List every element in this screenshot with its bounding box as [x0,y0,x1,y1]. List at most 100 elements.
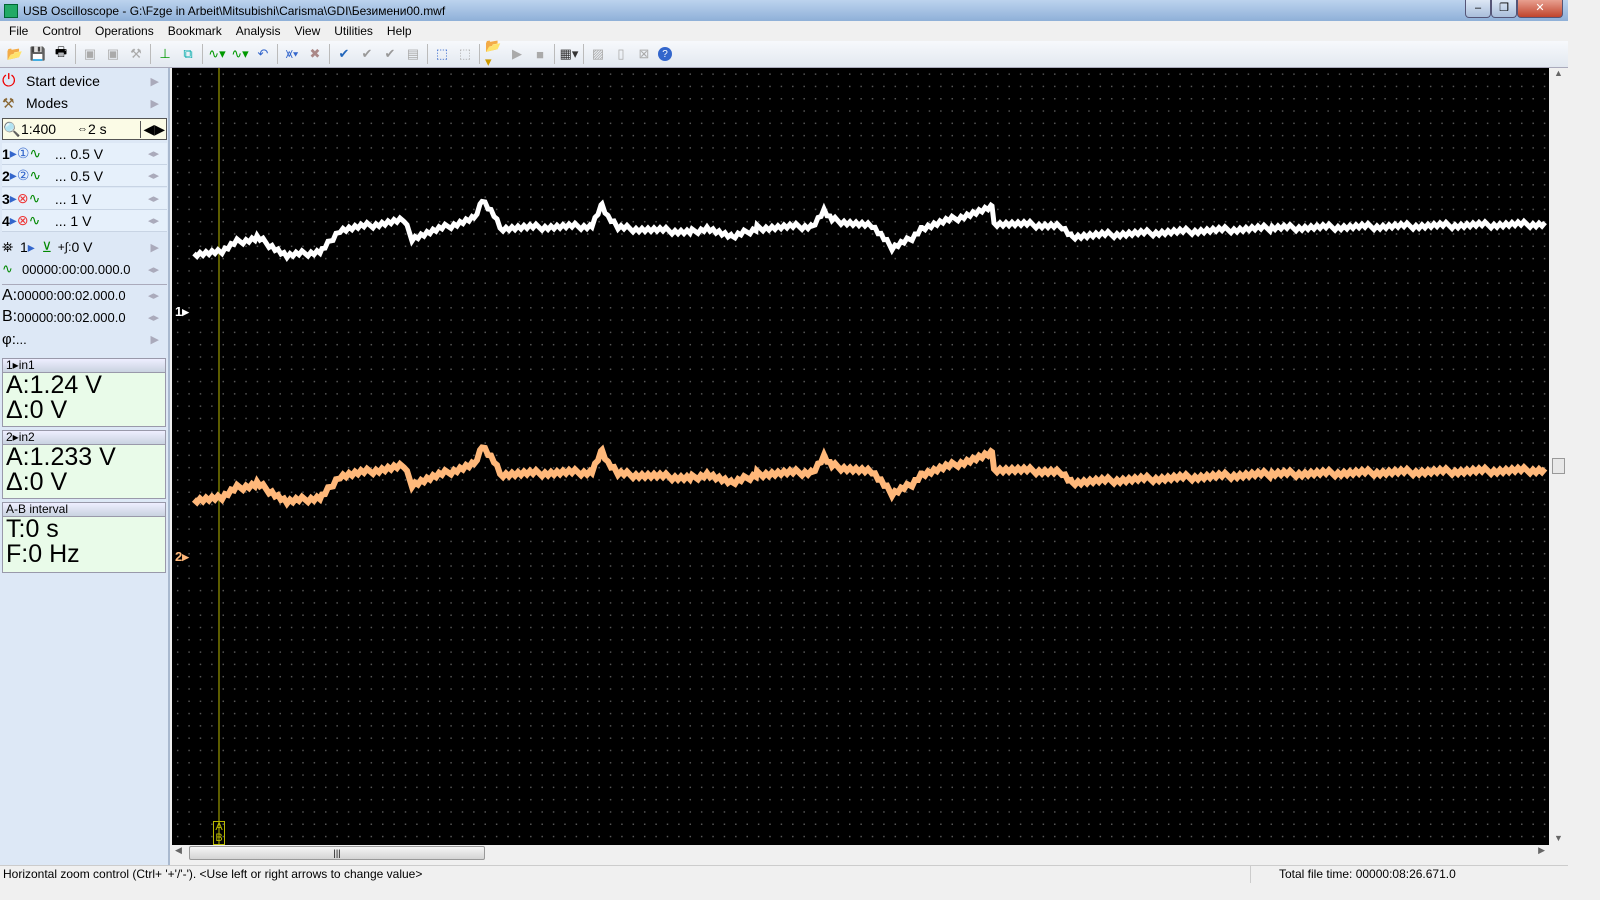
cursor-b-row[interactable]: B: 00000:00:02.000.0 ◂▸ [2,308,159,325]
horizontal-scroll-thumb[interactable]: ||| [189,846,485,860]
help-icon[interactable]: ? [658,47,672,61]
menu-analysis[interactable]: Analysis [235,24,281,38]
channel-1-row[interactable]: 1 ▸ ①∿... 0.5 V ◂▸ [2,143,167,165]
check-icon[interactable]: ✔ [338,46,350,61]
trigger-row[interactable]: ⛯ 1 ▸ ⊻ +∫: 0 V ▶ [2,238,159,256]
app-icon [4,3,18,18]
menu-operations[interactable]: Operations [95,24,154,38]
channel-num: 1 [2,145,10,162]
modes-item[interactable]: ⚒ Modes ▶ [2,94,159,112]
phase-label: φ: [2,330,16,348]
channel-off-icon: ⊗∿ [16,212,41,228]
channel-num: 2 [2,167,10,184]
zoom-arrows[interactable]: ◀▶ [140,120,165,138]
menu-bar: File Control Operations Bookmark Analysi… [0,21,1568,41]
vertical-scrollbar[interactable]: ▲ ▼ [1549,68,1568,845]
page-icon[interactable]: ▯ [617,46,625,61]
folder-abc-icon[interactable]: 📂▾ [485,38,502,69]
channel-3-row[interactable]: 3 ▸ ⊗∿... 1 V ◂▸ [2,188,167,210]
menu-view[interactable]: View [294,24,321,38]
cursor-b-time: 00000:00:02.000.0 [17,309,126,325]
paste-icon[interactable]: ▣ [106,46,120,61]
check-down-icon[interactable]: ✔ [361,46,373,61]
time-div-value: 2 s [88,121,107,137]
ab-interval-header: A-B interval [2,502,166,517]
zoom-value: 1:400 [21,121,57,137]
total-file-time: Total file time: 00000:08:26.671.0 [1250,866,1456,883]
cursor-a-row[interactable]: A: 00000:00:02.000.0 ◂▸ [2,284,167,306]
time-div-icon: ⇔ [77,123,88,135]
trigger-time-row[interactable]: ∿ 00000:00:00.000.0 ◂▸ [2,261,159,277]
menu-help[interactable]: Help [386,24,412,38]
in1-header: 1▸in1 [2,358,166,373]
print-icon[interactable]: 🖶 [54,44,68,59]
zoom-region-icon[interactable]: ⬚ [435,46,449,61]
channel-scale: ... 1 V [54,212,92,229]
play-abc-icon[interactable]: ▶ [512,46,522,61]
cursor-b-label: B: [2,308,18,325]
close-button[interactable]: ✕ [1517,0,1563,18]
close-file-icon[interactable]: ⊠ [638,46,650,61]
toolbar: 📂 💾 🖶 ▣ ▣ ⚒ ⊥ ⧉ ∿▾ ∿▾ ↶ ⩙▾ ✖ ✔ ✔ ✔ ▤ ⬚ ⬚… [0,38,1568,69]
stop-abc-icon[interactable]: ■ [536,46,544,62]
undo-icon[interactable]: ↶ [257,46,269,61]
channel-scale: ... 0.5 V [54,167,104,184]
wave-scale-icon[interactable]: ∿▾ [208,46,226,61]
start-device-item[interactable]: ⏻ Start device ▶ [2,71,159,90]
horizontal-scrollbar[interactable]: ◀ ||| ▶ [172,845,1549,862]
cursor-a-time: 00000:00:02.000.0 [17,288,126,303]
cursor-a-label: A: [2,286,18,304]
phase-value: ... [15,331,27,347]
status-bar: Horizontal zoom control (Ctrl+ '+'/'-').… [0,865,1568,883]
menu-control[interactable]: Control [42,24,82,38]
channel-4-row[interactable]: 4 ▸ ⊗∿... 1 V ◂▸ [2,210,167,232]
channel-num: 3 [2,190,10,207]
cursor-icon[interactable]: ⬚ [458,46,472,61]
trigger-level: 0 V [71,239,93,255]
modes-label: Modes [26,95,69,111]
in2-panel: A:1.233 V Δ:0 V [2,445,166,499]
status-hint: Horizontal zoom control (Ctrl+ '+'/'-').… [3,867,423,881]
hammer-icon[interactable]: ⚒ [130,46,142,61]
channel-2-row[interactable]: 2 ▸ ②∿... 0.5 V ◂▸ [2,165,167,187]
channel-scale: ... 0.5 V [54,145,104,162]
save-icon[interactable]: 💾 [29,46,47,61]
scroll-right-icon[interactable]: ▶ [1538,845,1545,855]
channel-scale: ... 1 V [54,190,92,207]
magnifier-icon: 🔍 [3,120,21,137]
trigger-edge-icon: ⊻ [41,238,53,255]
phase-row[interactable]: φ:... ▶ [2,330,159,348]
document-icon[interactable]: ▤ [406,46,420,61]
delete-icon[interactable]: ✖ [309,46,321,61]
check-next-icon[interactable]: ✔ [384,46,396,61]
menu-bookmark[interactable]: Bookmark [167,24,222,38]
display-icon[interactable]: ▦▾ [559,46,579,61]
export-icon[interactable]: ▨ [591,46,605,61]
channel-2-trace [191,444,1548,509]
wave-offset-icon[interactable]: ∿▾ [231,46,249,61]
minimize-button[interactable]: – [1465,0,1491,18]
start-device-label: Start device [26,73,100,89]
channel-on-icon: ①∿ [16,145,42,161]
channel-1-marker[interactable]: 1▸ [175,304,189,319]
channel-1-trace [192,198,1547,262]
trigger-channel: 1 [20,239,28,255]
math-icon[interactable]: ⩙▾ [285,46,299,61]
open-icon[interactable]: 📂 [6,46,24,61]
pulse-icon[interactable]: ⊥ [159,46,171,61]
zoom-control[interactable]: 🔍 1:400 ⇔ 2 s ◀▶ [2,118,167,140]
binoculars-icon: ⛯ [2,238,14,255]
channel-2-marker[interactable]: 2▸ [175,549,189,564]
menu-file[interactable]: File [9,24,29,38]
maximize-button[interactable]: ❐ [1491,0,1517,18]
copy-icon[interactable]: ▣ [83,46,97,61]
scroll-left-icon[interactable]: ◀ [175,845,182,855]
modes-icon: ⚒ [2,94,15,111]
menu-utilities[interactable]: Utilities [334,24,373,38]
in2-header: 2▸in2 [2,430,166,445]
channel-icon[interactable]: ⧉ [183,46,193,61]
vertical-scroll-thumb[interactable] [1552,458,1565,474]
ab-period-value: T:0 s [6,515,59,543]
